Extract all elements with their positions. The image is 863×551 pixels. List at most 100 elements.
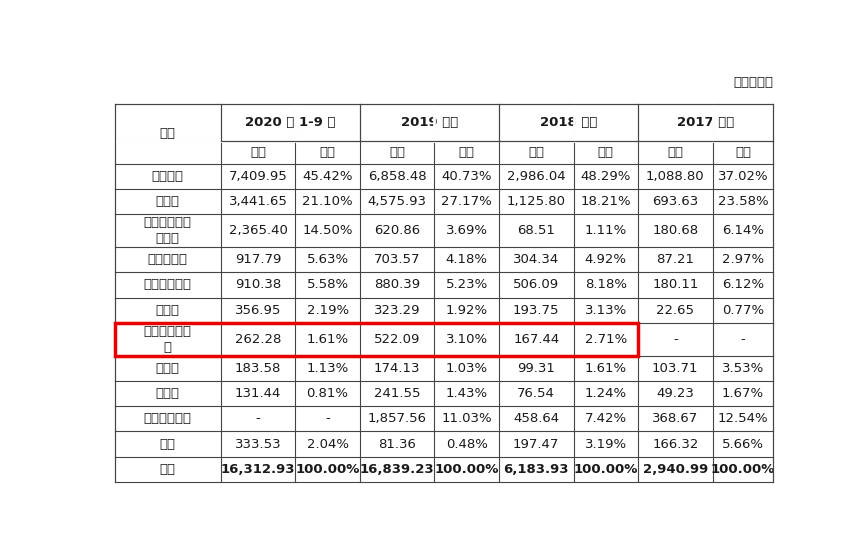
Text: 4,575.93: 4,575.93 <box>368 195 426 208</box>
Text: 48.29%: 48.29% <box>581 170 631 183</box>
Text: 241.55: 241.55 <box>374 387 420 400</box>
Text: 193.75: 193.75 <box>513 304 559 317</box>
Text: 折旧及摊销: 折旧及摊销 <box>148 253 187 266</box>
Text: 项目: 项目 <box>160 127 176 141</box>
Text: 880.39: 880.39 <box>374 278 420 291</box>
Text: 2.19%: 2.19% <box>306 304 349 317</box>
Text: 2018 年度: 2018 年度 <box>539 116 597 129</box>
Text: 5.23%: 5.23% <box>445 278 488 291</box>
Text: 1.11%: 1.11% <box>584 224 627 237</box>
Text: 6,858.48: 6,858.48 <box>368 170 426 183</box>
Text: 21.10%: 21.10% <box>302 195 353 208</box>
Text: 49.23: 49.23 <box>657 387 694 400</box>
Text: 1.03%: 1.03% <box>445 362 488 375</box>
Text: 197.47: 197.47 <box>513 437 559 451</box>
Text: 1.61%: 1.61% <box>584 362 627 375</box>
Text: 0.48%: 0.48% <box>445 437 488 451</box>
Text: 金额: 金额 <box>250 145 266 159</box>
Text: 5.58%: 5.58% <box>306 278 349 291</box>
Text: 910.38: 910.38 <box>235 278 281 291</box>
Text: 福利费: 福利费 <box>155 304 180 317</box>
Text: 180.68: 180.68 <box>652 224 698 237</box>
Text: 183.58: 183.58 <box>235 362 281 375</box>
Text: 6.12%: 6.12% <box>722 278 764 291</box>
Text: 1.67%: 1.67% <box>722 387 764 400</box>
Text: 其他: 其他 <box>160 437 176 451</box>
Text: 368.67: 368.67 <box>652 412 698 425</box>
Text: 40.73%: 40.73% <box>441 170 492 183</box>
Text: 12.54%: 12.54% <box>718 412 768 425</box>
Text: 3.10%: 3.10% <box>445 333 488 345</box>
Text: 2020 年 1-9 月: 2020 年 1-9 月 <box>245 116 336 129</box>
Text: 3.19%: 3.19% <box>584 437 627 451</box>
Text: 2017 年度: 2017 年度 <box>677 116 734 129</box>
Text: 16,839.23: 16,839.23 <box>360 463 434 476</box>
Text: 1.43%: 1.43% <box>445 387 488 400</box>
Text: 占比: 占比 <box>319 145 336 159</box>
Text: 27.17%: 27.17% <box>441 195 492 208</box>
Text: 693.63: 693.63 <box>652 195 698 208</box>
Text: 2019 年度: 2019 年度 <box>400 116 458 129</box>
Text: 租金及物业费: 租金及物业费 <box>143 278 192 291</box>
Text: 262.28: 262.28 <box>235 333 281 345</box>
Text: 股份支付费用: 股份支付费用 <box>143 412 192 425</box>
Text: 103.71: 103.71 <box>652 362 698 375</box>
Text: 45.42%: 45.42% <box>302 170 353 183</box>
Text: 304.34: 304.34 <box>513 253 559 266</box>
Text: 占比: 占比 <box>598 145 614 159</box>
Text: 100.00%: 100.00% <box>434 463 499 476</box>
Text: 7.42%: 7.42% <box>584 412 627 425</box>
Text: 620.86: 620.86 <box>374 224 420 237</box>
Text: 18.21%: 18.21% <box>581 195 631 208</box>
Text: 5.66%: 5.66% <box>722 437 764 451</box>
Text: 68.51: 68.51 <box>517 224 555 237</box>
Text: 8.18%: 8.18% <box>585 278 627 291</box>
Text: 917.79: 917.79 <box>235 253 281 266</box>
Text: 0.81%: 0.81% <box>306 387 349 400</box>
Text: 131.44: 131.44 <box>235 387 281 400</box>
Text: 2,940.99: 2,940.99 <box>643 463 708 476</box>
Text: 356.95: 356.95 <box>235 304 281 317</box>
Text: 23.58%: 23.58% <box>718 195 768 208</box>
Text: 506.09: 506.09 <box>513 278 559 291</box>
Text: 6,183.93: 6,183.93 <box>503 463 569 476</box>
Text: -: - <box>255 412 261 425</box>
Text: 1.61%: 1.61% <box>306 333 349 345</box>
Text: 3.13%: 3.13% <box>584 304 627 317</box>
Text: 1,125.80: 1,125.80 <box>507 195 565 208</box>
Text: -: - <box>673 333 677 345</box>
Text: 3.53%: 3.53% <box>721 362 764 375</box>
Text: 金额: 金额 <box>528 145 545 159</box>
Text: 材料费: 材料费 <box>155 195 180 208</box>
Text: 2.04%: 2.04% <box>306 437 349 451</box>
Text: 单位：万元: 单位：万元 <box>734 77 773 89</box>
Text: 专利申请代理
费: 专利申请代理 费 <box>143 325 192 354</box>
Text: 7,409.95: 7,409.95 <box>229 170 287 183</box>
Text: -: - <box>740 333 746 345</box>
Text: 2,365.40: 2,365.40 <box>229 224 287 237</box>
Text: 180.11: 180.11 <box>652 278 698 291</box>
Text: 人工成本: 人工成本 <box>152 170 184 183</box>
Text: 323.29: 323.29 <box>374 304 420 317</box>
Text: 174.13: 174.13 <box>374 362 420 375</box>
Text: 22.65: 22.65 <box>656 304 694 317</box>
Text: 3.69%: 3.69% <box>445 224 488 237</box>
Text: 4.92%: 4.92% <box>585 253 627 266</box>
Text: 金额: 金额 <box>389 145 405 159</box>
Text: 166.32: 166.32 <box>652 437 698 451</box>
Text: 2.97%: 2.97% <box>722 253 764 266</box>
Text: 76.54: 76.54 <box>517 387 555 400</box>
Text: 委外设计开发
测试费: 委外设计开发 测试费 <box>143 216 192 245</box>
Text: 1,088.80: 1,088.80 <box>646 170 704 183</box>
Text: 333.53: 333.53 <box>235 437 281 451</box>
Text: 522.09: 522.09 <box>374 333 420 345</box>
Bar <box>115 323 638 355</box>
Text: 办公费: 办公费 <box>155 362 180 375</box>
Text: -: - <box>325 412 330 425</box>
Text: 1.24%: 1.24% <box>584 387 627 400</box>
Text: 100.00%: 100.00% <box>295 463 360 476</box>
Text: 703.57: 703.57 <box>374 253 420 266</box>
Text: 5.63%: 5.63% <box>306 253 349 266</box>
Text: 4.18%: 4.18% <box>445 253 488 266</box>
Text: 99.31: 99.31 <box>517 362 555 375</box>
